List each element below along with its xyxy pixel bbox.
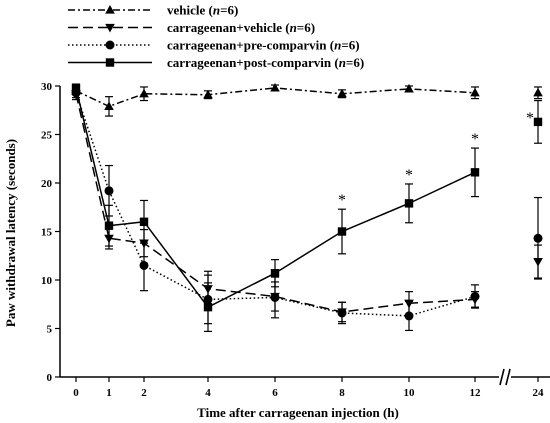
x-tick-label: 8	[339, 387, 345, 399]
data-point	[104, 101, 114, 110]
data-point	[470, 87, 480, 97]
x-tick-label: 24	[533, 387, 545, 399]
data-point	[203, 89, 213, 99]
series-carrageenan+pre-comparvin	[71, 87, 543, 332]
x-tick-label: 0	[73, 387, 79, 399]
series-line	[75, 87, 476, 309]
x-axis-title: Time after carrageenan injection (h)	[197, 405, 399, 420]
data-point	[533, 233, 543, 243]
legend-marker	[105, 58, 115, 67]
x-tick-label: 4	[205, 387, 211, 399]
data-point	[404, 199, 414, 208]
data-point	[139, 88, 149, 98]
x-tick-label: 10	[404, 387, 416, 399]
data-point	[270, 292, 280, 302]
y-tick-label: 20	[41, 178, 53, 190]
data-point	[139, 260, 149, 270]
legend-marker	[105, 23, 115, 33]
legend-entry: carrageenan+pre-comparvin (n=6)	[68, 38, 360, 53]
data-point	[470, 168, 480, 177]
significance-marker: *	[471, 131, 479, 148]
series-line	[75, 92, 476, 317]
legend-marker	[105, 40, 115, 50]
data-point	[139, 217, 149, 226]
series-line	[75, 93, 476, 313]
legend-label: carrageenan+post-comparvin (n=6)	[167, 55, 364, 70]
axis-break-mark-right	[505, 368, 511, 386]
axis-break-mark-left	[499, 368, 505, 386]
series-line	[75, 87, 476, 108]
x-tick-label: 12	[470, 387, 482, 399]
data-point	[470, 291, 480, 301]
legend-entry: vehicle (n=6)	[68, 3, 238, 18]
y-tick-label: 30	[41, 81, 53, 93]
series-vehicle	[71, 82, 543, 117]
data-point	[404, 83, 414, 93]
data-point	[71, 83, 81, 93]
data-point	[203, 302, 213, 312]
series-layer: * * * *	[71, 82, 543, 333]
data-point	[270, 82, 280, 92]
y-tick-label: 0	[47, 372, 53, 384]
data-point	[337, 308, 347, 318]
significance-marker: *	[526, 110, 534, 127]
data-point	[337, 227, 347, 236]
legend-marker	[105, 5, 115, 14]
legend-entry: carrageenan+vehicle (n=6)	[68, 20, 315, 35]
legend-label: carrageenan+vehicle (n=6)	[167, 20, 315, 35]
y-axis-title: Paw withdrawal latency (seconds)	[3, 139, 18, 327]
x-tick-label: 6	[272, 387, 278, 399]
legend: vehicle (n=6) carrageenan+vehicle (n=6) ca…	[68, 3, 364, 70]
y-tick-label: 25	[41, 130, 53, 142]
x-tick-label: 2	[141, 387, 147, 399]
legend-label: vehicle (n=6)	[167, 3, 238, 18]
legend-entry: carrageenan+post-comparvin (n=6)	[68, 55, 364, 70]
data-point	[404, 311, 414, 321]
series-carrageenan+post-comparvin	[71, 83, 543, 333]
data-point	[270, 269, 280, 278]
data-point	[533, 117, 543, 127]
data-point	[104, 221, 114, 230]
y-tick-label: 15	[41, 227, 53, 239]
data-point	[533, 87, 543, 97]
series-carrageenan+vehicle	[71, 87, 543, 323]
legend-label: carrageenan+pre-comparvin (n=6)	[167, 38, 360, 53]
significance-marker: *	[405, 167, 413, 184]
y-tick-label: 5	[47, 324, 53, 336]
data-point	[337, 88, 347, 98]
significance-marker: *	[338, 192, 346, 209]
data-point	[104, 186, 114, 196]
y-tick-label: 10	[41, 275, 53, 287]
x-tick-label: 1	[106, 387, 112, 399]
